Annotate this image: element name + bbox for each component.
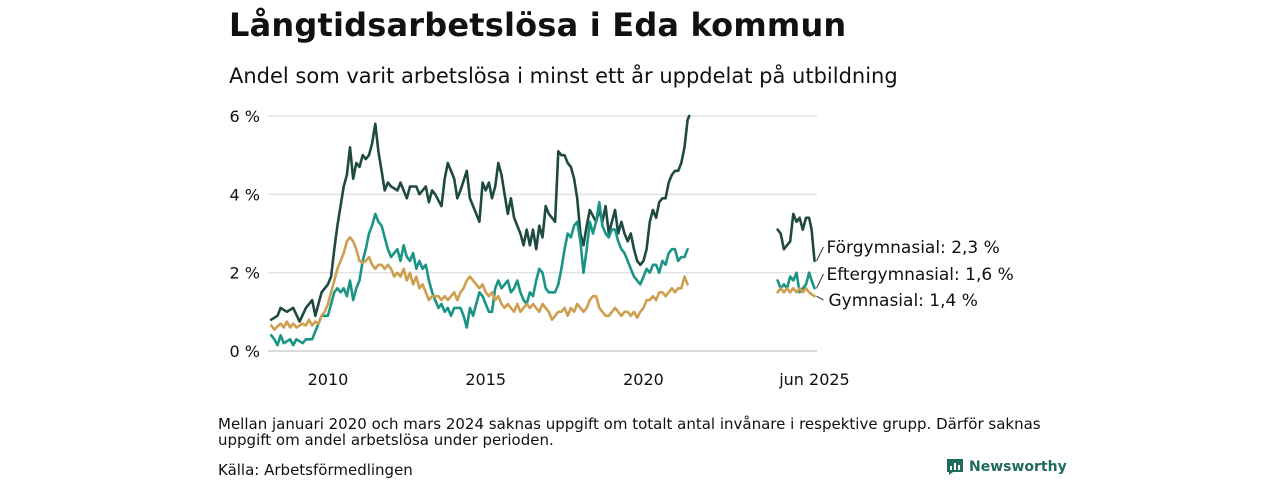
series-line-gymnasial: [776, 287, 816, 298]
brand-name: Newsworthy: [969, 459, 1067, 475]
x-tick-label: jun 2025: [778, 370, 850, 389]
series-line-f-rgymnasial: [269, 114, 691, 323]
y-tick-label: 0 %: [230, 342, 260, 361]
series-line-eftergymnasial: [269, 200, 689, 347]
label-leader-line: [816, 246, 824, 262]
x-tick-label: 2010: [308, 370, 349, 389]
series-line-eftergymnasial: [776, 271, 816, 294]
chart-subtitle: Andel som varit arbetslösa i minst ett å…: [229, 64, 898, 88]
series-line-gymnasial: [269, 236, 689, 331]
source-text: Källa: Arbetsförmedlingen: [218, 461, 413, 479]
series-end-label-f-rgymnasial: Förgymnasial: 2,3 %: [826, 238, 999, 258]
series-end-label-eftergymnasial: Eftergymnasial: 1,6 %: [826, 265, 1013, 285]
series-end-label-gymnasial: Gymnasial: 1,4 %: [828, 291, 977, 311]
chart-grid: [268, 115, 817, 352]
x-tick-label: 2015: [465, 370, 506, 389]
y-tick-label: 4 %: [230, 185, 260, 204]
label-leader-line: [816, 295, 824, 301]
series-end-labels: Förgymnasial: 2,3 % Eftergymnasial: 1,6 %…: [816, 238, 1014, 311]
chart-title: Långtidsarbetslösa i Eda kommun: [229, 6, 847, 44]
y-tick-label: 6 %: [230, 107, 260, 126]
x-tick-label: 2020: [623, 370, 664, 389]
series-line-f-rgymnasial: [776, 212, 816, 263]
brand-chart-icon: [947, 459, 963, 475]
label-leader-line: [816, 273, 824, 289]
y-axis: 0 % 2 % 4 % 6 %: [230, 107, 260, 361]
x-axis: 2010 2015 2020 jun 2025: [308, 370, 850, 389]
y-tick-label: 2 %: [230, 264, 260, 283]
footnote: Mellan januari 2020 och mars 2024 saknas…: [218, 415, 1041, 449]
brand-logo: Newsworthy: [946, 458, 1067, 476]
chart-series: [269, 114, 816, 347]
line-chart: 0 % 2 % 4 % 6 % 2010 2015 2020 jun 2025 Förgym…: [230, 107, 1014, 389]
